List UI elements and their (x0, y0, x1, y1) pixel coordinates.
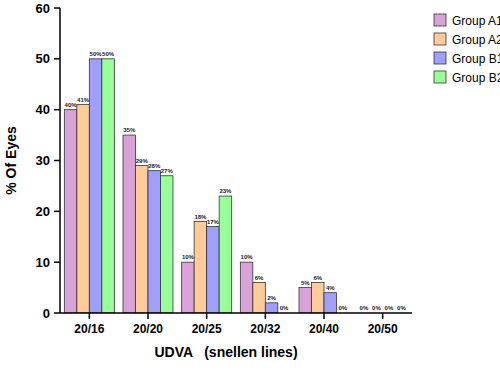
data-label: 0% (385, 305, 394, 311)
bar (161, 176, 174, 313)
y-tick (54, 312, 60, 314)
legend: Group A1 Group A2 Group B1 Group B2 (434, 14, 500, 85)
legend-swatch (434, 52, 446, 64)
y-axis-title: % Of Eyes (3, 126, 19, 195)
data-label: 0% (360, 305, 369, 311)
data-label: 18% (194, 214, 207, 220)
data-label: 0% (397, 305, 406, 311)
bar (182, 262, 195, 313)
data-label: 35% (123, 127, 136, 133)
data-label: 4% (326, 285, 335, 291)
bar (148, 171, 161, 313)
legend-swatch (434, 71, 446, 83)
bar (123, 135, 136, 313)
y-tick-label: 50 (36, 51, 50, 66)
data-label: 28% (148, 163, 161, 169)
data-labels: 40% 35% 10% 10% 5% 0% 41% 29% 18% 6% 6% 0% 50% 28% 17%… (65, 51, 407, 311)
data-label: 50% (90, 51, 103, 57)
x-axis (60, 312, 412, 314)
bar (240, 262, 253, 313)
data-label: 41% (77, 97, 90, 103)
y-tick (54, 58, 60, 60)
bar (312, 283, 325, 314)
x-tick (265, 313, 267, 319)
legend-swatch (434, 14, 446, 26)
data-label: 0% (280, 305, 289, 311)
data-label: 5% (301, 280, 310, 286)
bar (194, 222, 207, 314)
y-tick (54, 261, 60, 263)
data-label: 0% (338, 305, 347, 311)
y-tick (54, 109, 60, 111)
data-label: 6% (255, 275, 264, 281)
y-tick-label: 0 (43, 306, 50, 321)
legend-label: Group B1 (452, 52, 500, 66)
data-label: 17% (207, 219, 220, 225)
x-tick (323, 313, 325, 319)
y-tick-label: 60 (36, 1, 50, 16)
bar (299, 288, 312, 313)
bar (89, 59, 102, 313)
x-tick (147, 313, 149, 319)
data-label: 50% (102, 51, 115, 57)
x-tick-label: 20/40 (309, 322, 339, 336)
data-label: 6% (313, 275, 322, 281)
x-tick (89, 313, 91, 319)
data-label: 0% (372, 305, 381, 311)
bar (219, 196, 232, 313)
x-tick-label: 20/32 (250, 322, 280, 336)
legend-label: Group A1 (452, 14, 500, 28)
data-label: 10% (182, 254, 195, 260)
data-label: 10% (241, 254, 254, 260)
x-tick-label: 20/25 (192, 322, 222, 336)
y-tick-label: 30 (36, 153, 50, 168)
legend-label: Group A2 (452, 33, 500, 47)
bar (136, 166, 149, 313)
bar (253, 283, 265, 314)
y-tick (54, 160, 60, 162)
bar (102, 59, 115, 313)
bar (77, 105, 90, 313)
bars (64, 59, 336, 313)
data-label: 23% (219, 188, 232, 194)
legend-swatch (434, 33, 446, 45)
x-tick (206, 313, 208, 319)
x-axis-title: UDVA (snellen lines) (154, 344, 297, 360)
y-tick-label: 20 (36, 204, 50, 219)
data-label: 27% (161, 168, 174, 174)
y-tick-label: 10 (36, 255, 50, 270)
y-tick (54, 211, 60, 213)
data-label: 2% (267, 295, 276, 301)
data-label: 29% (136, 158, 149, 164)
bar (64, 110, 77, 313)
chart: 40% 35% 10% 10% 5% 0% 41% 29% 18% 6% 6% 0% 50% 28% 17%… (0, 0, 500, 370)
bar (324, 293, 337, 313)
data-label: 40% (65, 102, 78, 108)
x-tick-label: 20/20 (133, 322, 163, 336)
x-tick-label: 20/50 (368, 322, 398, 336)
bar (207, 227, 220, 313)
bar (265, 303, 278, 313)
legend-label: Group B2 (452, 71, 500, 85)
y-tick (54, 7, 60, 9)
x-tick (382, 313, 384, 319)
x-tick-label: 20/16 (74, 322, 104, 336)
y-tick-label: 40 (36, 102, 50, 117)
